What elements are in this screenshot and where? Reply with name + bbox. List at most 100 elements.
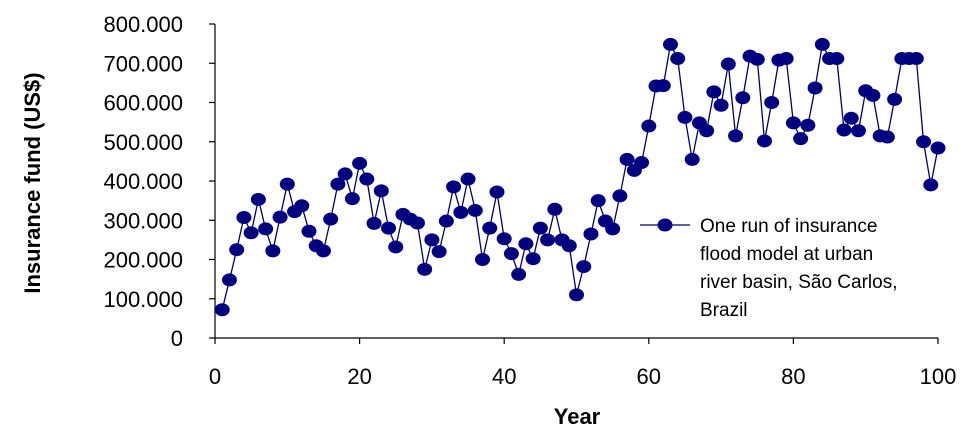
data-point [265, 244, 281, 258]
data-point [865, 88, 881, 102]
data-point [229, 243, 245, 257]
data-point [337, 167, 353, 181]
data-point [634, 156, 650, 170]
data-point [532, 221, 548, 235]
data-point [735, 91, 751, 105]
data-point [778, 52, 794, 66]
y-tick-label: 600.000 [103, 91, 183, 116]
data-point [511, 267, 527, 281]
data-point [482, 221, 498, 235]
y-tick-label: 200.000 [103, 248, 183, 273]
x-tick-label: 20 [347, 364, 371, 389]
data-point [670, 52, 686, 66]
data-point [814, 37, 830, 51]
data-point [561, 239, 577, 253]
legend-label-line: Brazil [700, 300, 748, 321]
data-point [279, 177, 295, 191]
x-axis-title: Year [554, 404, 601, 429]
data-point [417, 262, 433, 276]
data-point [749, 52, 765, 66]
legend: One run of insurance flood model at urban… [632, 206, 942, 326]
data-point [662, 37, 678, 51]
data-point [930, 141, 946, 155]
data-point [576, 260, 592, 274]
data-point [366, 216, 382, 230]
data-point [243, 226, 259, 240]
y-tick-label: 300.000 [103, 208, 183, 233]
data-point [843, 111, 859, 125]
data-point [467, 203, 483, 217]
data-point [879, 130, 895, 144]
data-point [756, 134, 772, 148]
data-point [583, 227, 599, 241]
data-point [518, 237, 534, 251]
data-point [431, 245, 447, 259]
data-point [785, 116, 801, 130]
data-point [605, 222, 621, 236]
data-point [641, 119, 657, 133]
data-point [330, 177, 346, 191]
legend-label-line: One run of insurance [700, 216, 877, 237]
data-point [272, 210, 288, 224]
data-point [344, 192, 360, 206]
data-point [236, 211, 252, 225]
data-point [706, 85, 722, 99]
data-point [489, 185, 505, 199]
data-point [713, 98, 729, 112]
legend-background [632, 206, 942, 326]
data-point [496, 232, 512, 246]
data-point [359, 172, 375, 186]
y-tick-label: 500.000 [103, 130, 183, 155]
legend-marker [657, 218, 673, 232]
data-point [503, 247, 519, 261]
data-point [619, 152, 635, 166]
data-point [409, 216, 425, 230]
data-point [829, 52, 845, 66]
data-point [352, 156, 368, 170]
data-point [807, 81, 823, 95]
x-tick-label: 80 [781, 364, 805, 389]
data-point [612, 189, 628, 203]
legend-label-line: river basin, São Carlos, [700, 272, 897, 293]
data-point [800, 118, 816, 132]
data-point [850, 124, 866, 138]
legend-label-line: flood model at urban [700, 244, 873, 265]
data-point [677, 110, 693, 124]
data-point [720, 57, 736, 71]
data-point [446, 180, 462, 194]
data-point [540, 233, 556, 247]
data-point [388, 240, 404, 254]
y-tick-label: 800.000 [103, 12, 183, 37]
x-tick-label: 0 [209, 364, 221, 389]
data-point [836, 123, 852, 137]
y-axis-title: Insurance fund (US$) [20, 72, 45, 293]
data-point [908, 52, 924, 66]
data-point [381, 221, 397, 235]
data-point [475, 253, 491, 266]
data-point [887, 92, 903, 106]
data-point [460, 172, 476, 186]
x-tick-label: 60 [637, 364, 661, 389]
data-point [728, 129, 744, 143]
data-point [764, 96, 780, 109]
data-point [258, 222, 274, 236]
data-point [590, 194, 606, 208]
data-point [793, 132, 809, 146]
y-tick-label: 400.000 [103, 169, 183, 194]
x-axis-ticks: 0 20 40 60 80 100 [209, 338, 956, 389]
data-point [453, 205, 469, 219]
data-point [373, 184, 389, 198]
y-axis-ticks: 0 100.000 200.000 300.000 400.000 500.000 600.… [103, 12, 215, 351]
data-point [923, 178, 939, 192]
x-tick-label: 100 [920, 364, 957, 389]
data-point [569, 288, 584, 302]
y-tick-label: 700.000 [103, 51, 183, 76]
data-point [655, 79, 671, 93]
data-point [315, 244, 331, 258]
data-point [294, 199, 310, 213]
data-point [684, 152, 700, 166]
data-point [301, 224, 317, 238]
y-tick-label: 100.000 [103, 287, 183, 312]
data-point [916, 135, 932, 149]
data-point [221, 273, 237, 287]
